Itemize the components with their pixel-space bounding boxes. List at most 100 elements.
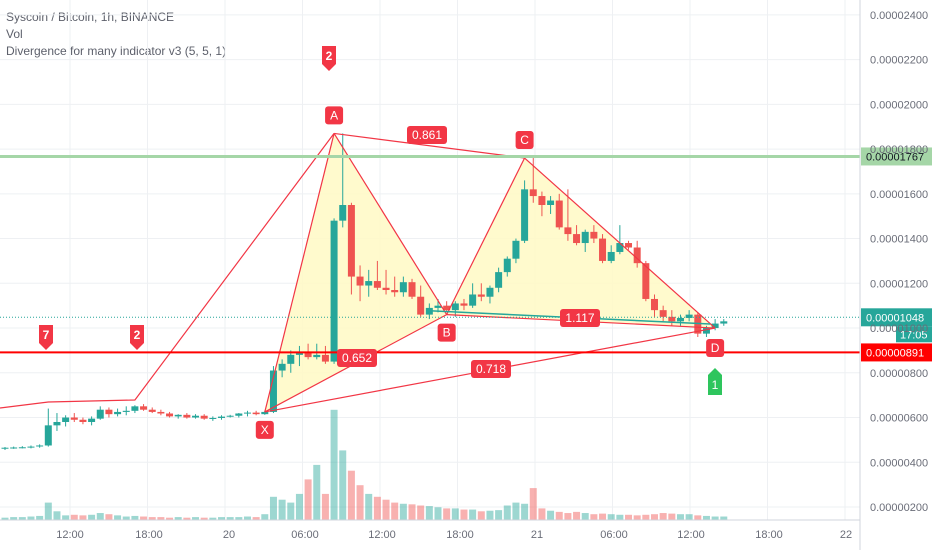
candle-body — [53, 421, 61, 426]
candle-body — [226, 415, 234, 417]
candle-body — [434, 305, 442, 308]
volume-bar — [122, 516, 130, 520]
candle-body — [555, 200, 563, 228]
volume-bar — [218, 517, 225, 520]
volume-bar — [633, 515, 641, 520]
point-a-label: A — [330, 108, 338, 122]
volume-bar — [590, 514, 598, 520]
candle-body — [261, 411, 269, 415]
legend-volume[interactable]: Vol — [6, 27, 23, 41]
volume-bar — [651, 514, 658, 520]
candle-body — [356, 276, 364, 286]
ratio-bcd-box — [560, 309, 600, 327]
price-axis-label: 0.00000200 — [870, 502, 928, 514]
volume-bar — [434, 507, 442, 520]
candle-body — [304, 351, 312, 358]
volume-bar — [261, 514, 269, 520]
price-axis-label: 0.00001200 — [870, 278, 928, 290]
volume-bar — [616, 514, 624, 520]
volume-bar — [538, 508, 546, 520]
bcd-triangle — [446, 158, 716, 329]
volume-bar — [702, 515, 710, 520]
candle-body — [79, 419, 87, 422]
time-axis-label: 20 — [223, 529, 235, 541]
point-x-label-box — [255, 420, 274, 439]
ratio-abc-box — [407, 126, 447, 144]
volume-bar — [365, 493, 373, 520]
volume-bar — [521, 503, 529, 520]
point-a-label-box — [325, 106, 344, 125]
volume-bar — [79, 515, 87, 520]
volume-bar — [607, 514, 615, 520]
time-axis-label: 12:00 — [56, 529, 84, 541]
candle-body — [373, 281, 381, 288]
candles — [1, 133, 728, 450]
cd-leg — [524, 157, 716, 329]
candle-body — [105, 409, 113, 415]
point-c-label: C — [520, 133, 529, 147]
candle-body — [685, 314, 693, 318]
candle-body — [174, 414, 182, 417]
volume-bar — [114, 515, 122, 520]
volume-bar — [564, 513, 572, 520]
candle-body — [183, 414, 191, 418]
volume-bar — [96, 513, 104, 520]
volume-bar — [174, 517, 182, 520]
divergence-signals: 7 2 2 1 — [39, 46, 722, 395]
candle-body — [27, 446, 35, 448]
point-b-label: B — [443, 326, 451, 340]
volume-bar — [36, 515, 44, 520]
volume-bar — [269, 496, 277, 520]
volume-bar — [330, 409, 338, 520]
bullish-signal-count: 1 — [712, 378, 719, 392]
candle-body — [676, 317, 684, 322]
volume-bar — [451, 508, 459, 520]
volume-bar — [555, 511, 563, 520]
volume-bar — [278, 499, 286, 520]
volume-bar — [140, 516, 148, 520]
candle-body — [443, 305, 451, 311]
candle-body — [36, 445, 44, 447]
price-axis-label: 0.00001400 — [870, 234, 928, 246]
volume-bar — [477, 511, 485, 520]
point-c-label-box — [515, 131, 534, 150]
resistance-price-tag: 0.00001767 — [866, 151, 924, 163]
volume-bar — [642, 514, 650, 520]
current-price-tag-bg — [861, 308, 932, 327]
candle-body — [365, 281, 373, 286]
volume-bar — [694, 515, 702, 520]
time-axis-label: 18:00 — [755, 529, 783, 541]
candle-body — [720, 321, 728, 324]
price-axis-label: 0.00002000 — [870, 99, 928, 111]
candle-body — [616, 243, 624, 252]
ratio-xab-box — [337, 349, 377, 367]
candle-body — [538, 196, 546, 206]
price-axis-label: 0.00000800 — [870, 368, 928, 380]
volume-bar — [243, 516, 251, 520]
candle-body — [287, 354, 295, 364]
candle-body — [44, 425, 52, 446]
ratio-xab: 0.652 — [342, 351, 372, 365]
candle-body — [651, 298, 658, 311]
current-price-tag: 0.00001048 — [866, 312, 924, 324]
candle-body — [460, 303, 468, 306]
volume-bar — [720, 516, 728, 520]
candle-body — [659, 310, 667, 317]
candle-body — [252, 412, 260, 415]
legend-symbol[interactable]: Syscoin / Bitcoin, 1h, BINANCE — [6, 10, 175, 24]
legend-indicator[interactable]: Divergence for many indicator v3 (5, 5, … — [6, 44, 227, 58]
candle-body — [200, 415, 208, 419]
volume-bar — [148, 517, 156, 520]
volume-bar — [599, 513, 607, 520]
volume-bar — [70, 514, 78, 520]
point-x-label: X — [261, 423, 269, 437]
candle-body — [218, 416, 225, 418]
volume-bar — [226, 517, 234, 520]
volume-bar — [200, 517, 208, 520]
candle-body — [581, 231, 589, 244]
candle-body — [192, 415, 200, 418]
volume-bar — [668, 513, 676, 520]
candle-body — [330, 220, 338, 362]
candle-body — [339, 205, 347, 221]
